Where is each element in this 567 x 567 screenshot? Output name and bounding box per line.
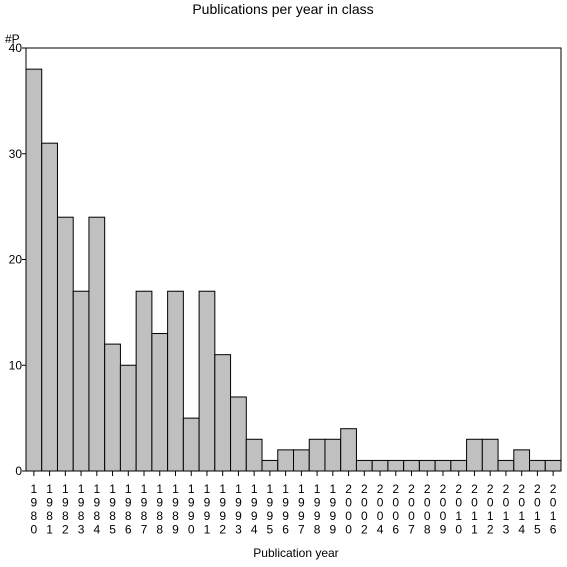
bar-1994 bbox=[245, 438, 263, 472]
bar-1993 bbox=[230, 396, 247, 472]
bar-2015 bbox=[529, 459, 546, 472]
bar-2016 bbox=[544, 459, 562, 472]
bar-1989 bbox=[167, 290, 184, 472]
bar-1990 bbox=[182, 417, 200, 472]
bar-1980 bbox=[25, 68, 43, 472]
bar-2007 bbox=[403, 459, 420, 472]
bar-1998 bbox=[308, 438, 326, 472]
x-axis-label: Publication year bbox=[253, 546, 338, 560]
bar-1997 bbox=[293, 449, 310, 472]
bar-2013 bbox=[497, 459, 515, 472]
plot-area: 0 10 20 30 40 1 9 8 0 1 9 8 1 1 9 8 2 1 9 8 3 1 9 8 4 1 9 8 5 1 9 8 6 1 9 8… bbox=[9, 41, 562, 537]
bar-1996 bbox=[277, 449, 295, 472]
bar-2014 bbox=[513, 449, 531, 472]
y-tick-label-10: 10 bbox=[9, 358, 23, 372]
bar-1995 bbox=[261, 459, 279, 472]
bar-2006 bbox=[387, 459, 405, 472]
y-axis-label: #P bbox=[5, 32, 20, 46]
bar-1988 bbox=[151, 333, 169, 472]
bar-2004 bbox=[371, 459, 389, 472]
bar-1984 bbox=[88, 216, 106, 472]
bar-1985 bbox=[104, 343, 121, 472]
y-tick-label-30: 30 bbox=[9, 147, 23, 161]
bar-1991 bbox=[198, 290, 216, 472]
bar-2008 bbox=[418, 459, 436, 472]
bar-2000 bbox=[340, 428, 357, 472]
bar-1982 bbox=[56, 216, 74, 472]
bar-1987 bbox=[135, 290, 153, 472]
bar-1986 bbox=[119, 364, 137, 472]
bar-1981 bbox=[41, 142, 58, 472]
y-tick-label-20: 20 bbox=[9, 253, 23, 267]
y-tick-label-0: 0 bbox=[15, 464, 22, 478]
bar-1999 bbox=[324, 438, 342, 472]
bar-2010 bbox=[450, 459, 468, 472]
bar-2011 bbox=[466, 438, 483, 472]
bar-1992 bbox=[214, 354, 232, 472]
bar-2009 bbox=[434, 459, 452, 472]
bar-1983 bbox=[72, 290, 90, 472]
bar-2012 bbox=[481, 438, 499, 472]
bar-2002 bbox=[355, 459, 373, 472]
y-tick-label-40: 40 bbox=[9, 41, 23, 55]
chart-title: Publications per year in class bbox=[192, 1, 373, 17]
